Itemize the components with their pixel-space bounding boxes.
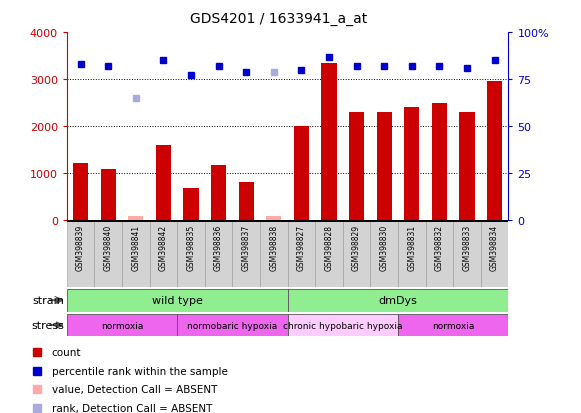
Text: value, Detection Call = ABSENT: value, Detection Call = ABSENT: [52, 384, 217, 394]
Bar: [460, 113, 475, 221]
Text: rank, Detection Call = ABSENT: rank, Detection Call = ABSENT: [52, 403, 212, 413]
Text: GDS4201 / 1633941_a_at: GDS4201 / 1633941_a_at: [190, 12, 368, 26]
Bar: [177, 221, 205, 287]
Text: GSM398831: GSM398831: [407, 224, 416, 270]
Bar: [398, 314, 508, 337]
Bar: [122, 221, 150, 287]
Bar: [184, 189, 199, 221]
Text: GSM398842: GSM398842: [159, 224, 168, 270]
Bar: [294, 127, 309, 221]
Bar: [432, 104, 447, 221]
Bar: [481, 221, 508, 287]
Text: normobaric hypoxia: normobaric hypoxia: [187, 321, 278, 330]
Bar: [232, 221, 260, 287]
Bar: [67, 289, 288, 312]
Bar: [349, 113, 364, 221]
Text: normoxia: normoxia: [101, 321, 143, 330]
Text: count: count: [52, 347, 81, 357]
Text: GSM398837: GSM398837: [242, 224, 250, 271]
Text: GSM398829: GSM398829: [352, 224, 361, 270]
Bar: [288, 221, 315, 287]
Bar: [315, 221, 343, 287]
Text: chronic hypobaric hypoxia: chronic hypobaric hypoxia: [283, 321, 403, 330]
Bar: [453, 221, 481, 287]
Bar: [260, 221, 288, 287]
Bar: [288, 314, 398, 337]
Text: normoxia: normoxia: [432, 321, 474, 330]
Bar: [150, 221, 177, 287]
Text: GSM398840: GSM398840: [104, 224, 113, 271]
Bar: [211, 166, 226, 221]
Text: GSM398827: GSM398827: [297, 224, 306, 270]
Text: GSM398832: GSM398832: [435, 224, 444, 270]
Bar: [205, 221, 232, 287]
Bar: [67, 221, 508, 222]
Bar: [128, 216, 144, 221]
Text: GSM398833: GSM398833: [462, 224, 471, 271]
Text: GSM398839: GSM398839: [76, 224, 85, 271]
Bar: [371, 221, 398, 287]
Bar: [73, 164, 88, 221]
Bar: [288, 289, 508, 312]
Text: GSM398841: GSM398841: [131, 224, 140, 270]
Bar: [177, 314, 288, 337]
Text: GSM398830: GSM398830: [380, 224, 389, 271]
Text: wild type: wild type: [152, 295, 203, 306]
Bar: [343, 221, 371, 287]
Bar: [487, 82, 502, 221]
Text: GSM398828: GSM398828: [325, 224, 333, 270]
Bar: [67, 221, 94, 287]
Bar: [101, 169, 116, 221]
Text: stress: stress: [31, 320, 64, 330]
Bar: [67, 314, 177, 337]
Bar: [239, 183, 254, 221]
Text: GSM398834: GSM398834: [490, 224, 499, 271]
Text: strain: strain: [32, 295, 64, 306]
Text: GSM398838: GSM398838: [270, 224, 278, 270]
Text: percentile rank within the sample: percentile rank within the sample: [52, 366, 228, 375]
Bar: [398, 221, 425, 287]
Bar: [266, 216, 281, 221]
Text: GSM398836: GSM398836: [214, 224, 223, 271]
Text: dmDys: dmDys: [379, 295, 417, 306]
Text: GSM398835: GSM398835: [187, 224, 195, 271]
Bar: [425, 221, 453, 287]
Bar: [94, 221, 122, 287]
Bar: [376, 113, 392, 221]
Bar: [404, 107, 419, 221]
Bar: [321, 64, 336, 221]
Bar: [156, 146, 171, 221]
